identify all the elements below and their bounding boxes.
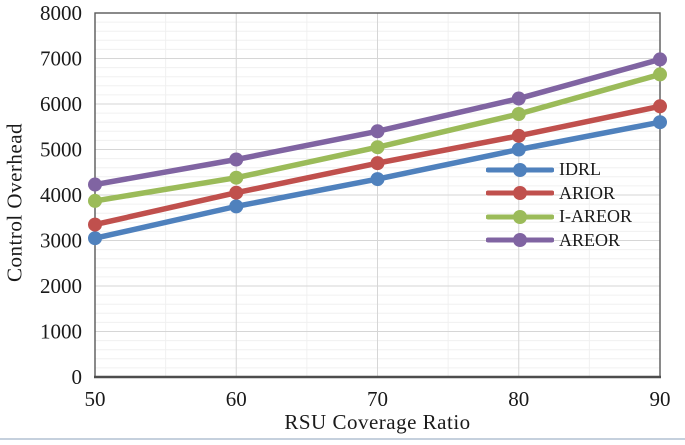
x-axis-tick-label: 80 <box>508 387 529 411</box>
series-marker-arior <box>653 99 667 114</box>
series-marker-i-areor <box>370 140 385 155</box>
legend-label-idrl: IDRL <box>559 159 601 180</box>
y-axis-title: Control Overhead <box>2 122 27 283</box>
legend-swatch-arior-icon <box>486 186 554 201</box>
series-marker-i-areor <box>653 67 667 82</box>
legend-item-i-areor: I-AREOR <box>486 205 632 229</box>
y-axis-tick-label: 8000 <box>40 1 82 25</box>
y-axis-tick-label: 5000 <box>40 138 82 162</box>
series-marker-i-areor <box>229 170 244 185</box>
series-marker-areor <box>88 177 102 192</box>
legend-item-idrl: IDRL <box>486 158 632 182</box>
x-axis-tick-label: 60 <box>226 387 247 411</box>
legend-swatch-areor-icon <box>486 233 554 248</box>
y-axis-tick-label: 0 <box>72 365 83 389</box>
chart-legend: IDRL ARIOR I-AREOR AREOR <box>486 158 632 252</box>
series-marker-idrl <box>511 142 526 157</box>
series-marker-arior <box>88 217 102 232</box>
y-axis-tick-label: 4000 <box>40 183 82 207</box>
series-marker-arior <box>370 156 385 171</box>
bottom-divider <box>0 438 685 440</box>
series-marker-i-areor <box>88 193 102 208</box>
series-marker-areor <box>370 124 385 139</box>
series-marker-areor <box>653 52 667 67</box>
legend-label-areor: AREOR <box>559 229 621 250</box>
x-axis-title: RSU Coverage Ratio <box>284 410 471 434</box>
series-marker-arior <box>229 185 244 200</box>
series-marker-idrl <box>88 231 102 246</box>
legend-swatch-i-areor-icon <box>486 209 554 224</box>
legend-label-arior: ARIOR <box>559 182 616 203</box>
x-axis-tick-label: 50 <box>85 387 106 411</box>
series-marker-idrl <box>370 172 385 187</box>
y-axis-tick-label: 6000 <box>40 92 82 116</box>
series-marker-idrl <box>653 115 667 130</box>
legend-item-areor: AREOR <box>486 229 632 253</box>
series-marker-arior <box>511 128 526 143</box>
legend-label-i-areor: I-AREOR <box>559 206 632 227</box>
x-axis-tick-label: 70 <box>367 387 388 411</box>
legend-swatch-idrl-icon <box>486 162 554 177</box>
series-marker-idrl <box>229 199 244 214</box>
y-axis-tick-label: 3000 <box>40 229 82 253</box>
y-axis-tick-label: 1000 <box>40 320 82 344</box>
series-marker-areor <box>511 91 526 106</box>
series-marker-i-areor <box>511 107 526 122</box>
x-axis-tick-label: 90 <box>650 387 671 411</box>
series-marker-areor <box>229 152 244 167</box>
legend-item-arior: ARIOR <box>486 182 632 206</box>
y-axis-tick-label: 2000 <box>40 274 82 298</box>
y-axis-tick-label: 7000 <box>40 47 82 71</box>
